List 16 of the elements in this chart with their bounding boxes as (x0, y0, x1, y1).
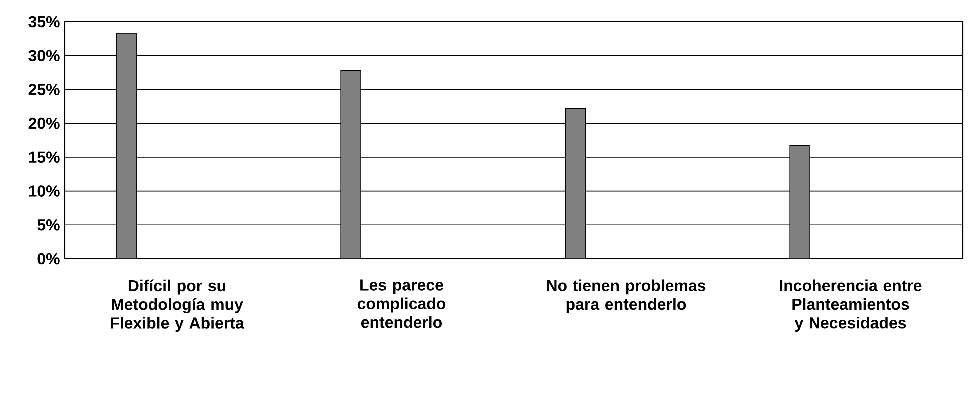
x-tick-label: No tienen problemas para entenderlo (547, 280, 706, 314)
y-tick-label: 15% (29, 152, 60, 164)
x-tick-label: Difícil por su Metodología muy Flexible y Abierta (111, 280, 244, 332)
y-tick-label: 10% (29, 186, 60, 197)
y-tick-label: 25% (28, 84, 60, 96)
bar (565, 108, 586, 259)
bar (116, 33, 137, 259)
y-tick-label: 20% (28, 118, 60, 130)
y-tick-label: 30% (28, 50, 60, 62)
bar (340, 70, 362, 259)
y-tick-label: 35% (28, 16, 60, 28)
y-tick-label: 0% (38, 253, 60, 265)
bar (790, 146, 810, 259)
x-tick-label: Les parece complicado entenderlo (358, 280, 446, 328)
y-tick-label: 5% (38, 220, 60, 231)
x-tick-label: Incoherencia entre Planteamientos y Necesidades (780, 280, 922, 332)
